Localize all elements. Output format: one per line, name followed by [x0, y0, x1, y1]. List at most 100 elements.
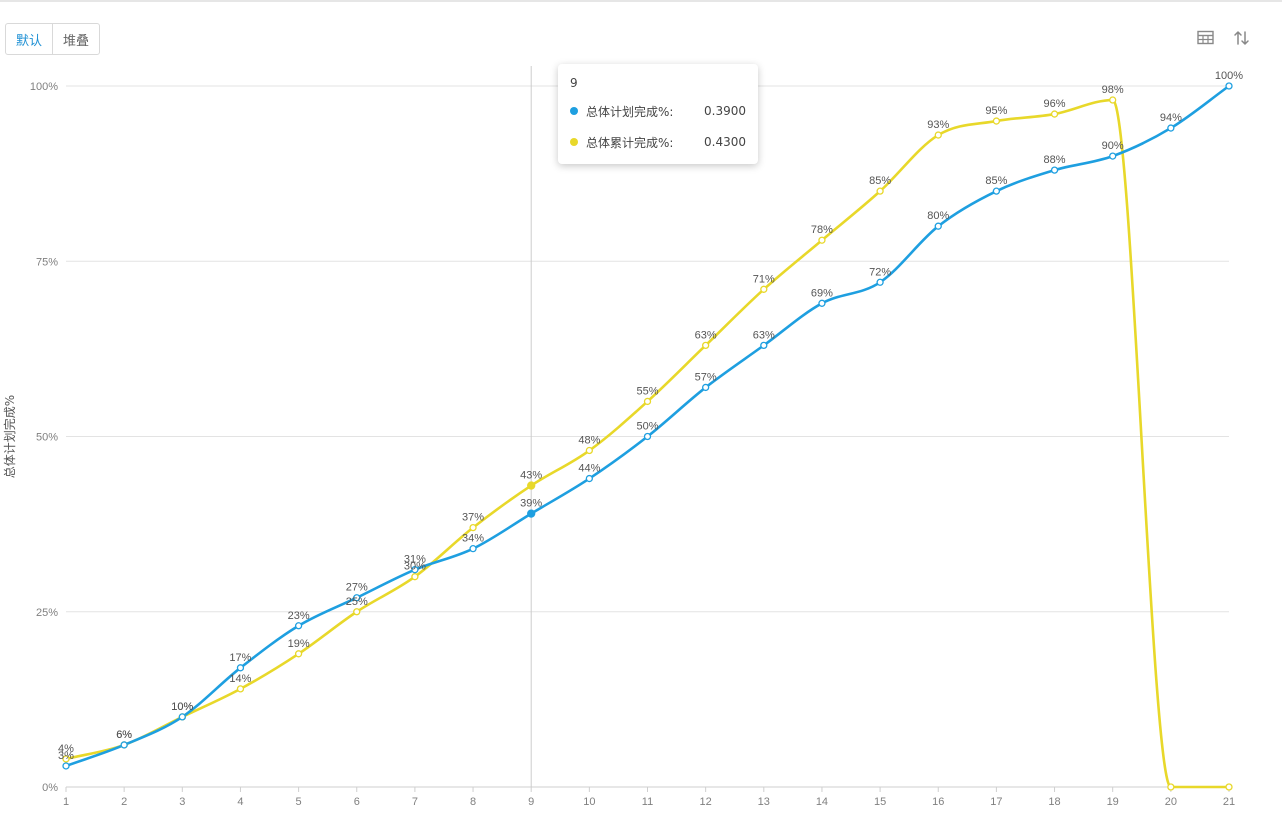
actual-data-label: 63%	[695, 329, 717, 341]
y-tick-label: 100%	[30, 81, 58, 93]
x-tick-label: 16	[932, 796, 944, 808]
x-tick-label: 19	[1107, 796, 1119, 808]
x-tick-label: 10	[583, 796, 595, 808]
plan-data-point	[1050, 166, 1059, 174]
plan-data-point	[62, 762, 70, 770]
plan-data-label: 23%	[288, 610, 310, 622]
actual-data-point	[469, 523, 477, 532]
actual-data-label: 95%	[985, 105, 1007, 117]
x-tick-label: 18	[1048, 796, 1060, 808]
plan-data-label: 80%	[927, 210, 949, 222]
y-tick-label: 75%	[36, 256, 58, 268]
plan-data-point	[934, 222, 942, 230]
actual-data-label: 6%	[116, 729, 132, 741]
plan-data-label: 63%	[753, 329, 775, 341]
actual-data-label: 71%	[753, 273, 775, 285]
plan-data-point	[236, 664, 245, 672]
plan-data-label: 57%	[695, 371, 717, 383]
plan-data-point	[1167, 124, 1175, 132]
actual-data-label: 19%	[288, 638, 310, 650]
actual-data-point	[876, 187, 884, 195]
plan-data-label: 94%	[1160, 112, 1182, 124]
actual-data-point	[760, 285, 768, 293]
legend-dot-icon	[570, 138, 578, 146]
chart-tooltip: 9 总体计划完成%: 0.3900 总体累计完成%: 0.4300	[558, 64, 758, 164]
plan-data-point	[1225, 82, 1233, 90]
actual-data-point	[236, 685, 245, 693]
actual-data-point	[1109, 96, 1117, 104]
plan-data-label: 10%	[171, 701, 193, 713]
x-tick-label: 5	[296, 796, 302, 808]
actual-data-label: 55%	[636, 385, 658, 397]
actual-data-point	[527, 481, 536, 490]
plan-data-point	[527, 509, 536, 518]
actual-data-point	[294, 650, 303, 658]
actual-data-label: 98%	[1102, 84, 1124, 96]
plan-data-label: 90%	[1102, 140, 1124, 152]
tooltip-series-value: 0.4300	[704, 135, 746, 149]
actual-data-point	[62, 755, 70, 763]
tooltip-title: 9	[570, 76, 578, 90]
tooltip-series-name: 总体累计完成%:	[586, 135, 674, 150]
actual-data-point	[934, 131, 942, 139]
x-tick-label: 7	[412, 796, 418, 808]
plan-data-point	[120, 741, 128, 749]
tooltip-row: 总体累计完成%: 0.4300	[570, 133, 746, 151]
plan-data-point	[818, 299, 826, 307]
plan-data-point	[178, 713, 186, 721]
top-border	[0, 0, 1282, 2]
plan-data-point	[411, 566, 419, 574]
plan-data-label: 6%	[116, 729, 132, 741]
table-icon[interactable]	[1196, 28, 1216, 48]
plan-data-label: 3%	[58, 750, 74, 762]
plan-data-point	[760, 341, 768, 350]
plan-data-label: 27%	[346, 582, 368, 594]
actual-data-label: 10%	[171, 701, 193, 713]
y-tick-label: 0%	[42, 782, 58, 794]
actual-data-label: 48%	[578, 435, 600, 447]
sort-icon[interactable]	[1232, 28, 1252, 48]
plan-data-label: 34%	[462, 533, 484, 545]
y-tick-label: 25%	[36, 607, 58, 619]
actual-data-label: 14%	[229, 673, 251, 685]
actual-data-point	[818, 236, 826, 244]
mode-default-button[interactable]: 默认	[16, 33, 43, 49]
plan-data-point	[702, 383, 710, 392]
plan-data-point	[294, 622, 303, 630]
actual-data-point	[702, 341, 710, 350]
plan-data-label: 88%	[1044, 154, 1066, 166]
x-tick-label: 8	[470, 796, 476, 808]
plan-data-point	[643, 432, 652, 441]
x-tick-label: 3	[179, 796, 185, 808]
plan-data-point	[585, 474, 593, 483]
actual-data-label: 85%	[869, 175, 891, 187]
plan-data-label: 50%	[636, 421, 658, 433]
actual-data-label: 43%	[520, 470, 542, 482]
chart-mode-toggle: 默认 堆叠	[5, 23, 101, 55]
actual-data-point	[585, 446, 593, 455]
x-tick-label: 21	[1223, 796, 1235, 808]
plan-data-label: 39%	[520, 498, 542, 510]
plan-data-label: 31%	[404, 554, 426, 566]
mode-stacked-button[interactable]: 堆叠	[52, 24, 99, 54]
x-tick-label: 13	[758, 796, 770, 808]
tooltip-series-value: 0.3900	[704, 104, 746, 118]
plan-data-label: 69%	[811, 287, 833, 299]
x-tick-label: 2	[121, 796, 127, 808]
actual-data-point	[1225, 783, 1233, 791]
legend-dot-icon	[570, 107, 578, 115]
plan-data-point	[876, 278, 884, 286]
plan-data-point	[469, 545, 477, 553]
x-tick-label: 1	[63, 796, 69, 808]
plan-data-label: 85%	[985, 175, 1007, 187]
actual-data-point	[992, 117, 1001, 125]
actual-data-point	[1050, 110, 1059, 118]
plan-data-label: 17%	[229, 652, 251, 664]
actual-data-point	[353, 608, 361, 616]
actual-data-label: 37%	[462, 512, 484, 524]
actual-data-point	[1167, 783, 1175, 791]
x-tick-label: 4	[237, 796, 243, 808]
x-tick-label: 17	[990, 796, 1002, 808]
actual-data-point	[411, 573, 419, 581]
x-tick-label: 11	[642, 796, 653, 808]
